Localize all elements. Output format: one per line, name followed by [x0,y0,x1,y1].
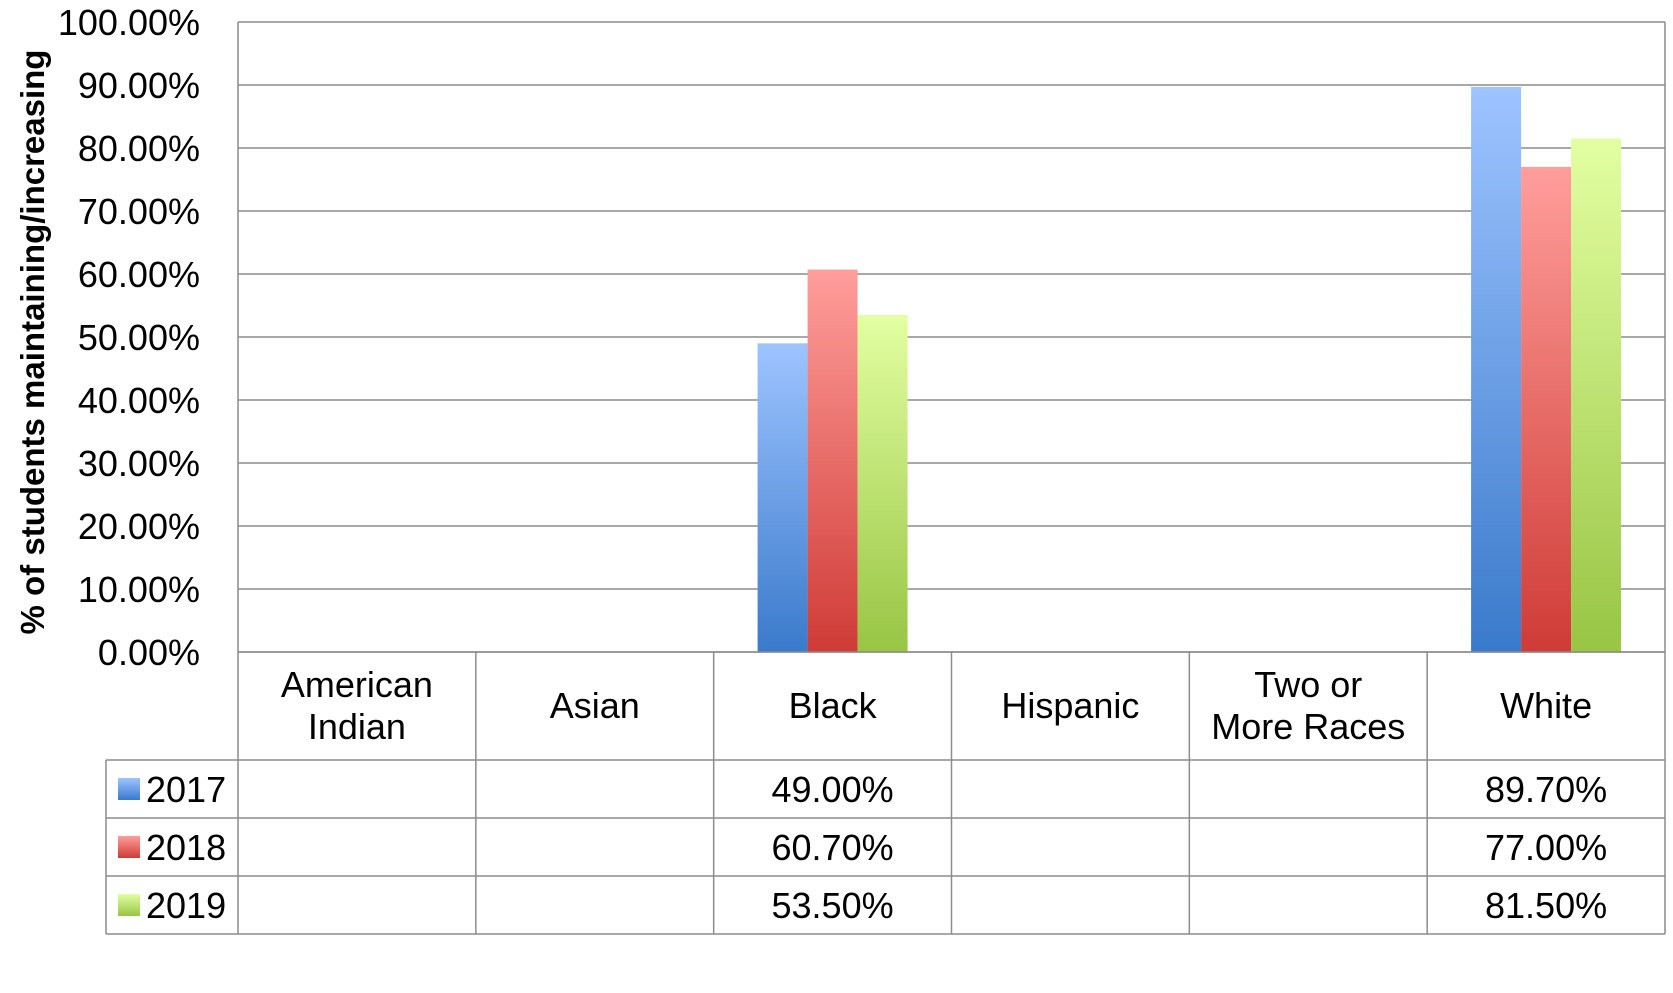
legend-swatch-2019 [118,894,140,916]
category-label: American [281,664,433,705]
category-label: Asian [550,685,640,726]
bar-2017-white [1471,86,1522,652]
category-label: Two or [1254,664,1362,705]
y-axis-label: % of students maintaining/increasing [14,50,51,635]
y-tick-label: 20.00% [78,506,200,547]
category-label: Indian [308,706,406,747]
bar-2019-white [1571,138,1622,653]
bar-2018-black [807,269,858,652]
y-tick-label: 30.00% [78,443,200,484]
bars [757,86,1622,653]
y-tick-label: 0.00% [98,632,200,673]
legend-label: 2018 [146,827,226,868]
legend-label: 2017 [146,769,226,810]
category-label: Hispanic [1001,685,1139,726]
category-label: More Races [1211,706,1405,747]
data-label: 77.00% [1485,827,1607,868]
y-tick-label: 80.00% [78,128,200,169]
category-label: White [1500,685,1592,726]
bar-2017-black [757,343,808,652]
legend-swatch-2017 [118,778,140,800]
y-tick-label: 40.00% [78,380,200,421]
bar-2018-white [1521,166,1572,652]
data-label: 81.50% [1485,885,1607,926]
y-tick-label: 90.00% [78,65,200,106]
data-label: 60.70% [772,827,894,868]
legend-swatch-2018 [118,836,140,858]
y-axis-ticks: 0.00% 10.00% 20.00% 30.00% 40.00% 50.00% 60.00… [58,2,200,673]
y-tick-label: 50.00% [78,317,200,358]
bar-2019-black [857,314,908,652]
data-label: 49.00% [772,769,894,810]
data-label: 53.50% [772,885,894,926]
legend-label: 2019 [146,885,226,926]
y-tick-label: 70.00% [78,191,200,232]
data-label: 89.70% [1485,769,1607,810]
gridlines [237,21,1666,653]
y-tick-label: 100.00% [58,2,200,43]
y-tick-label: 60.00% [78,254,200,295]
category-label: Black [789,685,878,726]
y-tick-label: 10.00% [78,569,200,610]
